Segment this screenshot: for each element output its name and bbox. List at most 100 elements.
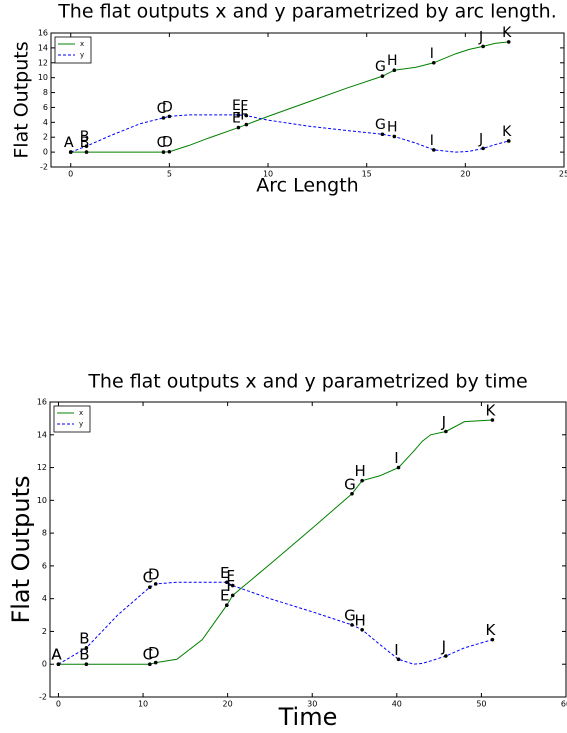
waypoint	[84, 662, 89, 667]
waypoint-label: F	[226, 577, 235, 595]
waypoint	[431, 60, 436, 65]
waypoint	[490, 418, 495, 422]
waypoint	[84, 144, 89, 148]
x-tick-label: 0	[56, 700, 61, 709]
x-tick-label: 20	[223, 700, 233, 709]
waypoint	[396, 465, 401, 470]
waypoint-label: J	[441, 413, 446, 431]
waypoint-label: D	[148, 565, 160, 583]
x-tick-label: 40	[392, 700, 402, 709]
y-tick-label: 14	[38, 43, 48, 52]
waypoint-label: H	[387, 53, 398, 69]
y-tick-label: 8	[42, 529, 47, 538]
waypoint	[380, 74, 385, 78]
waypoint	[392, 68, 397, 73]
waypoint-label: B	[79, 629, 89, 647]
waypoint-label: J	[441, 638, 446, 656]
waypoint-label: I	[394, 449, 398, 467]
waypoint-label: B	[80, 129, 90, 145]
waypoint-label: J	[478, 131, 483, 147]
subplot: The flat outputs x and y parametrized by…	[11, 1, 567, 197]
waypoint	[490, 637, 495, 642]
waypoint	[444, 429, 448, 434]
waypoint	[236, 113, 241, 117]
y-axis-label: Flat Outputs	[11, 41, 33, 158]
waypoint	[236, 125, 241, 130]
series-line	[58, 581, 493, 665]
waypoint	[148, 662, 152, 667]
waypoint-label: E	[220, 587, 229, 605]
x-tick-label: 10	[138, 700, 148, 709]
waypoint	[380, 132, 385, 137]
series-line	[70, 114, 509, 153]
series-line	[58, 419, 493, 665]
waypoint-label: G	[344, 606, 356, 624]
legend-box	[54, 36, 92, 64]
waypoint	[396, 657, 401, 662]
waypoint-label: G	[375, 117, 386, 133]
waypoint-label: H	[354, 462, 365, 480]
waypoint	[244, 122, 249, 127]
waypoint-label: J	[478, 29, 483, 45]
y-tick-label: 12	[37, 463, 47, 472]
waypoint	[224, 603, 229, 608]
waypoint-label: B	[80, 135, 90, 151]
waypoint	[148, 585, 152, 589]
series-line	[70, 41, 509, 153]
x-tick-label: 0	[68, 170, 73, 179]
waypoint	[481, 44, 485, 49]
waypoint-label: I	[430, 133, 434, 149]
waypoint	[230, 593, 235, 598]
y-tick-label: 10	[38, 73, 48, 82]
y-tick-label: -2	[40, 163, 48, 172]
x-tick-label: 60	[561, 700, 567, 709]
y-tick-label: 4	[43, 118, 48, 127]
waypoint-label: D	[148, 644, 160, 662]
legend-box	[53, 405, 91, 433]
waypoint	[224, 580, 229, 585]
waypoint	[153, 660, 158, 665]
waypoint-label: A	[51, 646, 62, 664]
y-tick-label: 16	[37, 398, 47, 407]
x-tick-label: 5	[167, 170, 172, 179]
y-axis-label: Flat Outputs	[7, 475, 35, 623]
plot-frame	[49, 401, 567, 698]
waypoint-label: G	[375, 59, 386, 75]
waypoint-label: C	[157, 135, 167, 151]
waypoint	[481, 146, 485, 151]
y-tick-label: -2	[39, 693, 47, 702]
waypoint-label: H	[387, 119, 398, 135]
waypoint-label: H	[354, 611, 365, 629]
waypoint	[161, 150, 166, 154]
waypoint	[350, 491, 354, 496]
waypoint-label: A	[64, 135, 74, 151]
y-tick-label: 10	[37, 496, 47, 505]
y-tick-label: 8	[43, 88, 48, 97]
y-tick-label: 4	[42, 594, 47, 603]
waypoint	[153, 582, 158, 586]
waypoint-label: F	[240, 99, 248, 115]
waypoint-label: E	[232, 111, 241, 127]
subplot: The flat outputs x and y parametrized by…	[7, 371, 567, 732]
waypoint-label: A	[51, 646, 62, 664]
waypoint-label: D	[162, 135, 173, 151]
y-tick-label: 14	[37, 430, 47, 439]
waypoint-label: B	[79, 646, 89, 664]
legend-label: y	[80, 51, 84, 59]
plot-frame	[50, 32, 565, 168]
y-tick-label: 12	[38, 58, 48, 67]
waypoint	[68, 150, 73, 154]
waypoint-label: F	[226, 567, 235, 585]
x-tick-label: 30	[307, 700, 317, 709]
waypoint-label: C	[157, 101, 167, 117]
waypoint	[360, 628, 364, 632]
waypoint	[230, 583, 235, 588]
legend-label: x	[79, 409, 83, 417]
waypoint-label: E	[232, 98, 241, 114]
waypoint-label: C	[143, 569, 153, 587]
x-axis-label: Arc Length	[256, 175, 358, 197]
waypoint-label: G	[344, 475, 356, 493]
waypoint	[56, 662, 61, 667]
y-tick-label: 0	[43, 148, 48, 157]
